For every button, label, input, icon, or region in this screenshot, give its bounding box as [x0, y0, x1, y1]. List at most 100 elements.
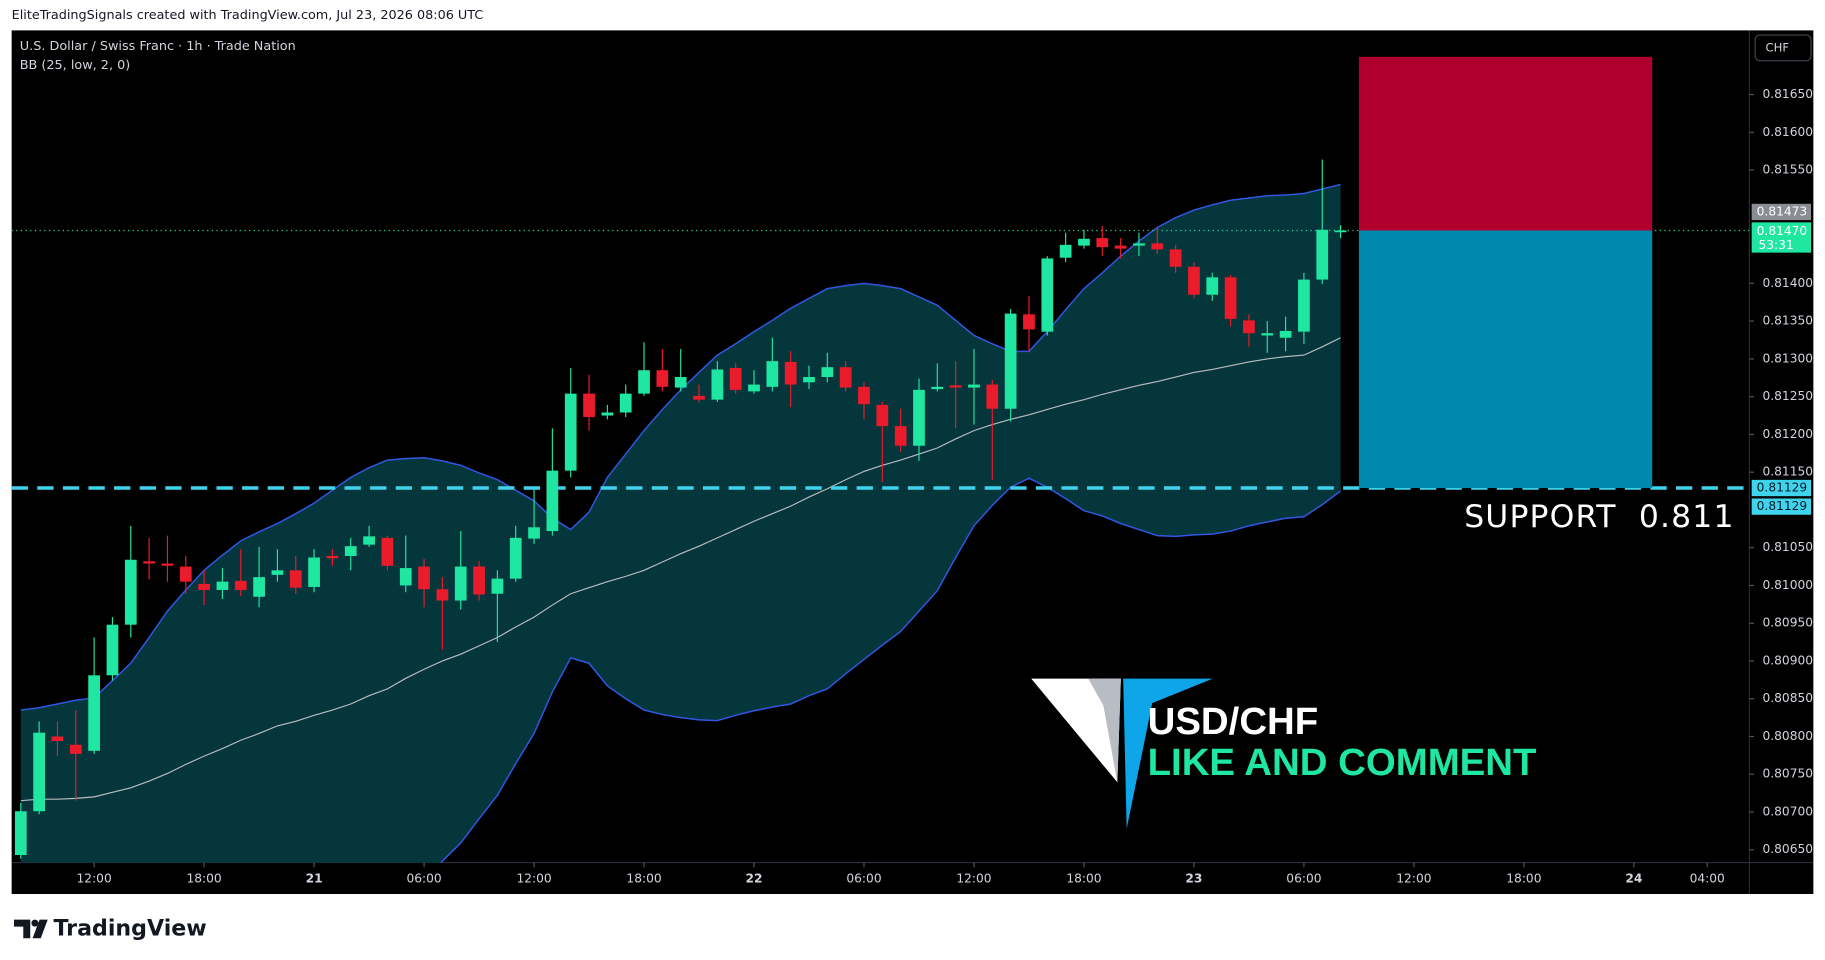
- candle-body: [1169, 249, 1182, 267]
- candle-body: [418, 566, 430, 590]
- candle-body: [693, 395, 705, 400]
- support-price-box: [1751, 498, 1812, 515]
- candle-body: [638, 370, 650, 394]
- candle-body: [491, 578, 504, 594]
- logo-shade: [1088, 678, 1121, 783]
- candle-body: [326, 555, 339, 559]
- candle-body: [656, 370, 669, 387]
- cta-annotation: LIKE AND COMMENT: [1148, 741, 1537, 784]
- candle-body: [674, 377, 687, 388]
- candle-body: [803, 377, 815, 383]
- candle-body: [876, 404, 889, 427]
- candle-body: [234, 580, 247, 590]
- currency-label[interactable]: CHF: [1766, 40, 1790, 54]
- support-price-label: 0.81129: [1757, 499, 1808, 513]
- y-tick-label: 0.80650: [1762, 842, 1813, 856]
- chart-title: U.S. Dollar / Swiss Franc · 1h · Trade N…: [20, 39, 296, 54]
- support-price-box: [1751, 479, 1812, 497]
- x-tick-label: 12:00: [516, 871, 551, 885]
- x-tick-label: 06:00: [406, 871, 441, 885]
- prev-price-box: [1751, 203, 1812, 221]
- y-tick-label: 0.81200: [1762, 427, 1813, 441]
- prev-price-label: 0.81473: [1757, 204, 1808, 218]
- candle-body: [839, 367, 852, 388]
- candle-body: [124, 559, 137, 625]
- candle-body: [784, 361, 797, 385]
- candle-body: [179, 566, 192, 582]
- candle-body: [1261, 333, 1274, 336]
- y-tick-label: 0.80900: [1762, 653, 1813, 667]
- y-tick-label: 0.81600: [1762, 125, 1813, 139]
- candle-body: [1059, 244, 1072, 258]
- bb-middle-line: [20, 337, 1341, 802]
- y-tick-label: 0.81350: [1762, 314, 1813, 328]
- stop-zone: [1358, 56, 1653, 231]
- y-tick-label: 0.81050: [1762, 540, 1813, 554]
- y-tick-label: 0.80750: [1762, 767, 1813, 781]
- candle-body: [968, 384, 980, 388]
- candle-body: [14, 811, 27, 856]
- candle-body: [253, 577, 265, 597]
- x-tick-label: 06:00: [846, 871, 881, 885]
- candle-body: [583, 393, 595, 418]
- x-tick-label: 12:00: [1396, 871, 1431, 885]
- candle-body: [308, 557, 320, 587]
- candle-body: [271, 570, 284, 575]
- candle-body: [1224, 277, 1237, 319]
- candle-body: [143, 561, 155, 564]
- candle-body: [399, 568, 412, 586]
- candle-body: [473, 566, 485, 595]
- x-tick-label: 18:00: [1066, 871, 1101, 885]
- candle-body: [1078, 238, 1090, 246]
- pair-annotation: USD/CHF: [1148, 700, 1319, 743]
- y-tick-label: 0.80800: [1762, 729, 1813, 743]
- candle-body: [198, 583, 210, 590]
- candle-body: [564, 393, 577, 471]
- x-tick-label: 18:00: [1506, 871, 1541, 885]
- countdown-label: 53:31: [1759, 238, 1794, 252]
- y-tick-label: 0.80700: [1762, 804, 1813, 818]
- x-tick-label: 22: [746, 871, 763, 885]
- overlay: [1358, 56, 1653, 489]
- candle-body: [1114, 245, 1127, 249]
- candle-body: [1151, 243, 1164, 250]
- candle-body: [858, 386, 870, 405]
- candle-body: [1279, 330, 1292, 338]
- candle-body: [436, 589, 449, 601]
- y-tick-label: 0.81150: [1762, 465, 1813, 479]
- indicator-label: BB (25, low, 2, 0): [20, 58, 130, 73]
- candle-body: [894, 426, 907, 446]
- candle-body: [528, 527, 540, 539]
- brand-logo-dot: [31, 919, 39, 927]
- y-tick-label: 0.80850: [1762, 691, 1813, 705]
- currency-button[interactable]: [1754, 34, 1812, 62]
- y-tick-label: 0.81250: [1762, 389, 1813, 403]
- candle-body: [601, 412, 614, 416]
- candle-body: [1243, 320, 1255, 334]
- candle-body: [1023, 314, 1035, 330]
- candle-body: [748, 384, 760, 392]
- x-tick-label: 12:00: [77, 871, 112, 885]
- last-price-label: 0.81470: [1757, 224, 1808, 238]
- candle-body: [454, 566, 467, 601]
- x-tick-label: 06:00: [1286, 871, 1321, 885]
- candle-body: [1298, 279, 1310, 332]
- candle-body: [931, 386, 944, 390]
- candle-body: [344, 546, 357, 556]
- x-tick-label: 21: [306, 871, 323, 885]
- candle-body: [51, 736, 64, 741]
- candle-body: [546, 470, 559, 532]
- y-tick-label: 0.81550: [1762, 163, 1813, 177]
- brand: TradingView: [54, 915, 207, 941]
- candle-body: [1096, 238, 1109, 248]
- y-tick-label: 0.81300: [1762, 351, 1813, 365]
- candle-body: [381, 537, 394, 566]
- target-zone: [1358, 230, 1653, 489]
- brand-logo: [13, 919, 48, 939]
- candle-body: [363, 536, 375, 545]
- candle-body: [1004, 313, 1017, 409]
- y-tick-label: 0.80950: [1762, 616, 1813, 630]
- candle-body: [69, 744, 82, 754]
